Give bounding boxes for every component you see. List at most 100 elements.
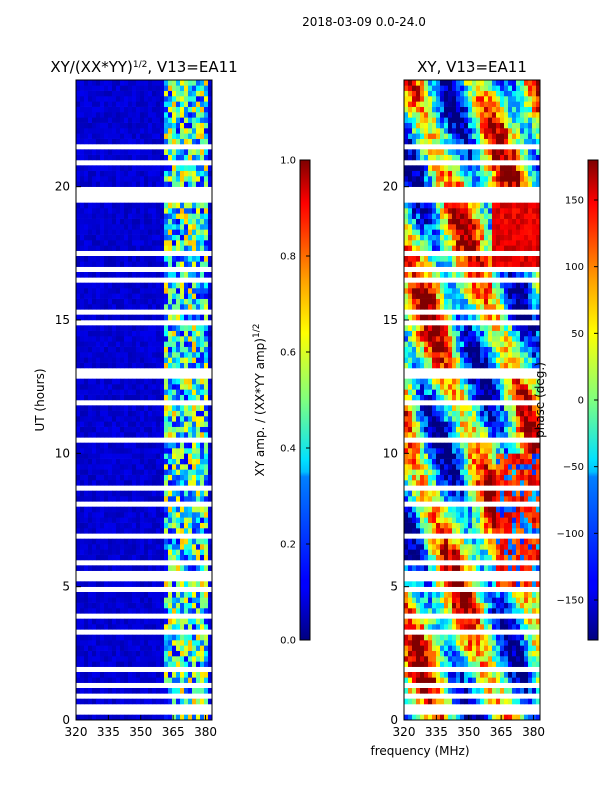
heatmap-cell <box>196 464 201 470</box>
heatmap-cell <box>76 112 81 118</box>
heatmap-cell <box>464 538 469 545</box>
heatmap-cell <box>436 496 441 502</box>
heatmap-cell <box>460 602 465 609</box>
heatmap-cell <box>104 96 109 102</box>
heatmap-cell <box>132 80 137 86</box>
heatmap-cell <box>96 149 101 155</box>
heatmap-cell <box>136 176 141 182</box>
heatmap-cell <box>124 154 129 161</box>
heatmap-cell <box>144 640 149 646</box>
heatmap-cell <box>428 357 433 363</box>
heatmap-cell <box>140 640 145 646</box>
heatmap-cell <box>164 453 169 459</box>
heatmap-cell <box>152 384 157 390</box>
heatmap-cell <box>464 522 469 529</box>
heatmap-cell <box>164 245 169 251</box>
heatmap-cell <box>160 245 165 251</box>
heatmap-cell <box>120 80 125 86</box>
heatmap-cell <box>444 634 449 641</box>
heatmap-cell <box>152 352 157 358</box>
heatmap-cell <box>76 336 81 342</box>
heatmap-cell <box>88 480 93 486</box>
heatmap-cell <box>448 341 453 347</box>
heatmap-cell <box>192 213 197 219</box>
heatmap-cell <box>132 261 137 267</box>
heatmap-cell <box>84 101 89 107</box>
heatmap-cell <box>484 352 489 358</box>
heatmap-cell <box>464 597 469 603</box>
heatmap-cell <box>476 624 481 630</box>
heatmap-cell <box>176 581 181 587</box>
heatmap-cell <box>484 341 489 347</box>
heatmap-cell <box>192 208 197 214</box>
heatmap-cell <box>180 378 185 385</box>
heatmap-cell <box>136 133 141 139</box>
heatmap-cell <box>496 410 501 417</box>
heatmap-cell <box>96 85 101 91</box>
heatmap-cell <box>420 608 425 614</box>
heatmap-cell <box>492 346 497 353</box>
heatmap-cell <box>156 80 161 86</box>
heatmap-cell <box>108 496 113 502</box>
heatmap-cell <box>208 218 213 225</box>
heatmap-cell <box>436 645 441 651</box>
heatmap-cell <box>208 432 213 438</box>
heatmap-cell <box>96 661 101 667</box>
heatmap-cell <box>88 565 93 571</box>
heatmap-cell <box>404 389 409 395</box>
heatmap-cell <box>156 128 161 134</box>
heatmap-cell <box>460 421 465 427</box>
heatmap-cell <box>436 714 441 721</box>
heatmap-cell <box>136 170 141 177</box>
heatmap-cell <box>148 469 153 475</box>
heatmap-cell <box>200 565 205 571</box>
heatmap-cell <box>404 474 409 481</box>
heatmap-cell <box>440 506 445 513</box>
heatmap-cell <box>476 608 481 614</box>
heatmap-cell <box>536 602 541 609</box>
heatmap-cell <box>456 661 461 667</box>
heatmap-cell <box>184 581 189 587</box>
heatmap-cell <box>204 128 209 134</box>
heatmap-cell <box>136 298 141 305</box>
heatmap-cell <box>92 261 97 267</box>
heatmap-cell <box>488 512 493 518</box>
heatmap-cell <box>100 538 105 545</box>
heatmap-cell <box>500 661 505 667</box>
heatmap-cell <box>80 213 85 219</box>
heatmap-cell <box>508 341 513 347</box>
heatmap-cell <box>532 565 537 571</box>
heatmap-cell <box>424 506 429 513</box>
heatmap-cell <box>96 288 101 294</box>
heatmap-cell <box>96 421 101 427</box>
heatmap-cell <box>76 421 81 427</box>
heatmap-cell <box>176 549 181 555</box>
heatmap-cell <box>176 357 181 363</box>
heatmap-cell <box>80 442 85 449</box>
heatmap-cell <box>96 714 101 721</box>
heatmap-cell <box>124 640 129 646</box>
heatmap-cell <box>136 293 141 299</box>
heatmap-cell <box>100 165 105 171</box>
heatmap-cell <box>136 181 141 187</box>
heatmap-cell <box>84 421 89 427</box>
heatmap-cell <box>116 421 121 427</box>
heatmap-cell <box>532 474 537 481</box>
heatmap-cell <box>508 698 513 705</box>
heatmap-cell <box>76 208 81 214</box>
heatmap-cell <box>180 549 185 555</box>
heatmap-cell <box>172 421 177 427</box>
heatmap-cell <box>176 202 181 209</box>
heatmap-cell <box>448 661 453 667</box>
heatmap-cell <box>208 357 213 363</box>
heatmap-cell <box>176 282 181 289</box>
heatmap-cell <box>456 346 461 353</box>
heatmap-cell <box>168 656 173 662</box>
heatmap-cell <box>192 133 197 139</box>
heatmap-cell <box>168 240 173 246</box>
heatmap-cell <box>140 405 145 411</box>
heatmap-cell <box>444 698 449 705</box>
heatmap-cell <box>192 165 197 171</box>
heatmap-cell <box>484 453 489 459</box>
heatmap-cell <box>424 624 429 630</box>
